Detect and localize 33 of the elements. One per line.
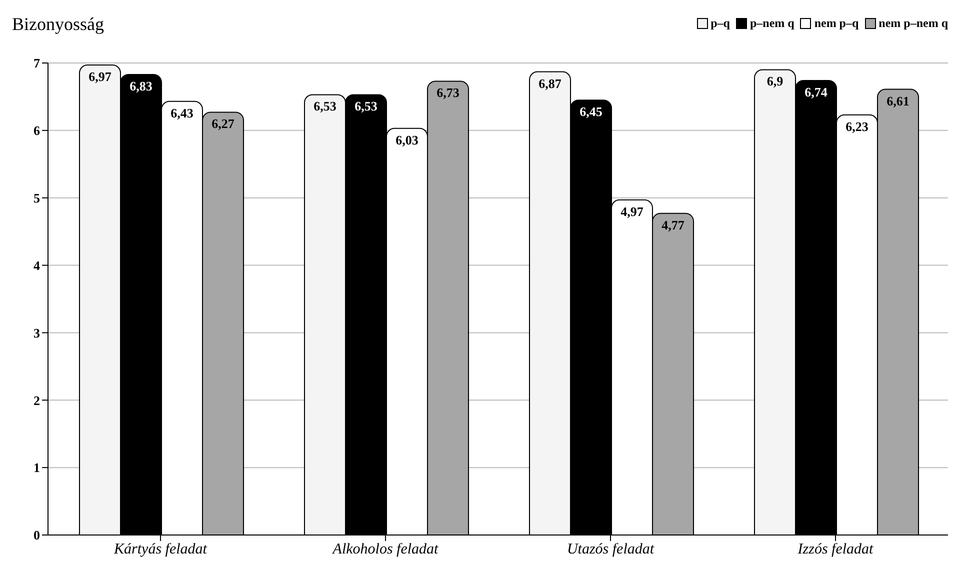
y-axis-title: Bizonyosság (12, 14, 104, 35)
y-tick-label: 1 (34, 460, 40, 476)
data-label: 6,43 (170, 105, 194, 120)
y-tick-label: 7 (34, 56, 40, 71)
data-label: 4,97 (620, 204, 644, 219)
legend-label: nem p–nem q (878, 16, 948, 31)
x-tick-label: Kártyás feladat (113, 542, 208, 558)
legend-label: p–q (710, 16, 730, 31)
data-label: 6,61 (886, 93, 910, 108)
data-label: 6,74 (804, 84, 828, 100)
y-tick-label: 6 (34, 123, 40, 138)
y-tick-label: 4 (34, 258, 40, 273)
data-label: 6,23 (846, 118, 869, 134)
x-tick-label: Izzós feladat (796, 542, 874, 558)
data-label: 6,53 (354, 98, 378, 114)
y-tick-label: 2 (34, 392, 40, 408)
data-label: 6,53 (314, 98, 337, 114)
data-label: 6,73 (436, 85, 460, 100)
data-label: 6,27 (212, 116, 235, 132)
data-label: 4,77 (662, 217, 685, 232)
x-tick-label: Utazós feladat (566, 542, 655, 558)
y-tick-label: 3 (34, 325, 40, 340)
y-tick-label: 5 (34, 190, 40, 206)
data-label: 6,9 (766, 74, 784, 89)
data-label: 6,97 (88, 69, 112, 84)
x-tick-label: Alkoholos feladat (332, 542, 440, 558)
y-tick-label: 0 (34, 528, 40, 543)
data-label: 6,83 (130, 78, 153, 94)
legend-label: nem p–q (813, 16, 859, 31)
data-label: 6,03 (396, 132, 419, 148)
data-label: 6,87 (538, 76, 562, 91)
legend-label: p–nem q (748, 16, 794, 31)
data-label: 6,45 (580, 104, 603, 120)
